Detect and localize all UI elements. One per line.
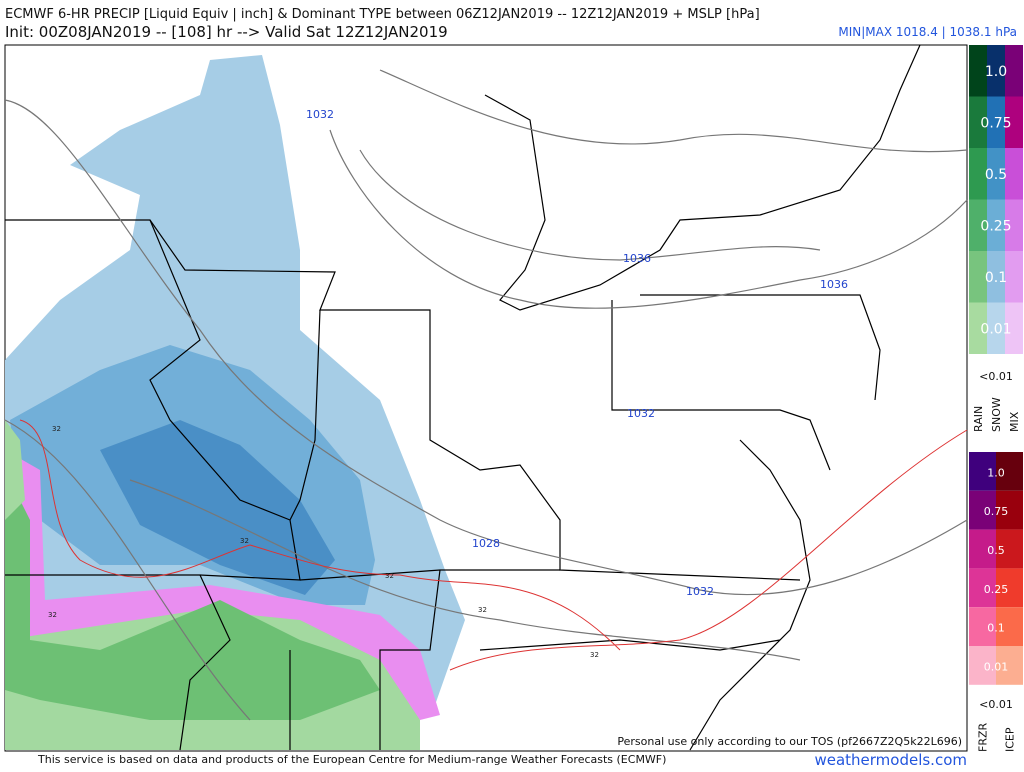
freezing-label: 32 [48, 611, 57, 619]
legend-swatch [1005, 251, 1023, 303]
legend-swatch [1005, 148, 1023, 200]
legend-swatch [969, 607, 996, 646]
legend-swatch [987, 148, 1005, 200]
legend-level: 0.01 [980, 321, 1011, 337]
legend-swatch [987, 96, 1005, 148]
isobars [4, 69, 968, 721]
legend-swatch [1005, 45, 1023, 97]
source: This service is based on data and produc… [37, 753, 666, 766]
legend-swatch [969, 96, 987, 148]
legend-swatch [969, 199, 987, 251]
rain-mid [5, 470, 380, 720]
legend-swatch [969, 568, 996, 608]
legend-swatch [996, 646, 1023, 685]
legend-level: 0.25 [980, 218, 1011, 234]
subtitle: Init: 00Z08JAN2019 -- [108] hr --> Valid… [5, 23, 448, 41]
borders [5, 44, 921, 751]
isobar-label: 1032 [306, 108, 334, 121]
legend-level: 0.25 [984, 583, 1009, 596]
legend-swatch [987, 199, 1005, 251]
legend-level: 0.75 [980, 115, 1011, 131]
title: ECMWF 6-HR PRECIP [Liquid Equiv | inch] … [5, 7, 760, 22]
legend-swatch [996, 529, 1023, 569]
legend-level: 0.75 [984, 505, 1009, 518]
legend-below: <0.01 [979, 698, 1013, 711]
legend-swatch [969, 45, 987, 97]
isobar-label: 1028 [472, 537, 500, 550]
legend-swatch [969, 529, 996, 569]
freezing-line [19, 419, 968, 671]
legend-type: RAIN [972, 406, 985, 432]
legend-swatch [969, 490, 996, 530]
legend-type: FRZR [977, 722, 990, 752]
legend-swatch [987, 45, 1005, 97]
legend-type: SNOW [990, 397, 1003, 432]
isobar-label: 1032 [686, 585, 714, 598]
legend-type: MIX [1008, 411, 1021, 432]
legend-swatch [969, 148, 987, 200]
legend: 1.0 0.75 0.5 0.25 0.1 0.01 <0.01 RAIN SNOW MIX 1.0… [969, 45, 1023, 752]
legend-type: ICEP [1004, 727, 1017, 752]
legend-swatch [969, 452, 996, 491]
map: 1032 1036 1036 1032 1028 1032 32 32 32 3… [4, 44, 968, 752]
freezing-label: 32 [478, 606, 487, 614]
legend-swatch [969, 646, 996, 685]
legend-swatch [969, 302, 987, 354]
freezing-label: 32 [385, 572, 394, 580]
legend-level: 0.01 [984, 660, 1009, 673]
freezing-label: 32 [52, 425, 61, 433]
isobar-label: 1036 [820, 278, 848, 291]
legend-swatch [996, 568, 1023, 608]
isobar-label: 1032 [627, 407, 655, 420]
legend-swatch [1005, 199, 1023, 251]
site[interactable]: weathermodels.com [814, 751, 967, 769]
tos: Personal use only according to our TOS (… [617, 735, 962, 748]
legend-level: 0.5 [985, 167, 1007, 183]
legend-level: 0.1 [985, 270, 1007, 286]
legend-swatch [987, 302, 1005, 354]
legend-level: 1.0 [987, 466, 1005, 479]
legend-below: <0.01 [979, 370, 1013, 383]
snow-dark [100, 420, 335, 595]
legend-swatch [996, 607, 1023, 646]
legend-level: 1.0 [985, 64, 1007, 80]
isobar-label: 1036 [623, 252, 651, 265]
minmax: MIN|MAX 1018.4 | 1038.1 hPa [838, 25, 1017, 39]
legend-level: 0.1 [987, 622, 1005, 635]
legend-swatch [996, 452, 1023, 491]
rain-light-west [5, 420, 25, 520]
legend-swatch [1005, 302, 1023, 354]
legend-swatch [1005, 96, 1023, 148]
legend-swatch [987, 251, 1005, 303]
freezing-label: 32 [590, 651, 599, 659]
legend-swatch [969, 251, 987, 303]
legend-swatch [996, 490, 1023, 530]
legend-level: 0.5 [987, 544, 1005, 557]
freezing-label: 32 [240, 537, 249, 545]
